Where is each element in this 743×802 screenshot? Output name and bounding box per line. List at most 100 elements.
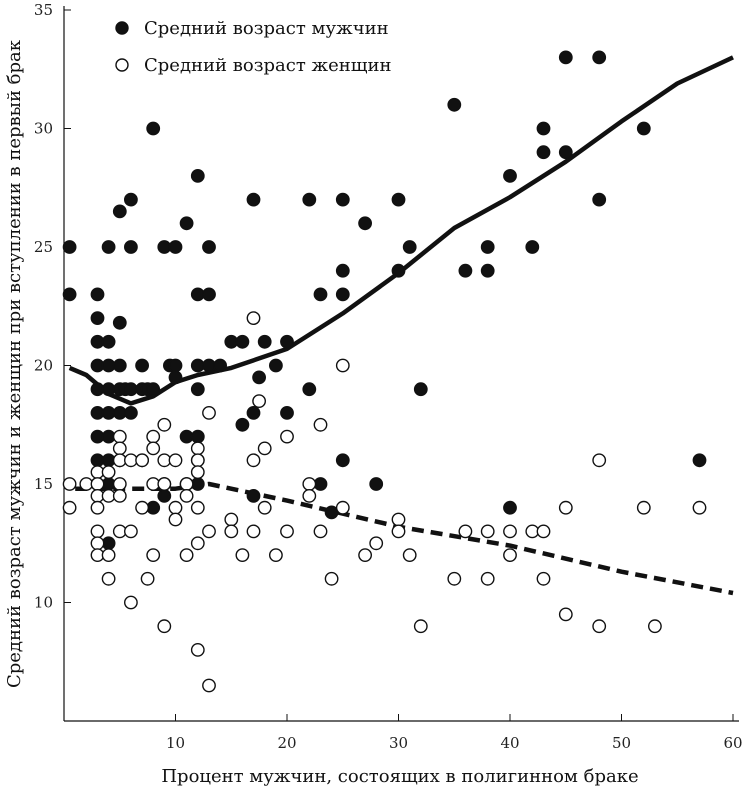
point-women: [224, 524, 239, 539]
y-tick-label: 25: [34, 238, 53, 256]
point-men: [168, 358, 183, 373]
point-men: [101, 334, 116, 349]
point-men: [592, 50, 607, 65]
y-tick-label: 20: [34, 357, 53, 375]
point-men: [146, 382, 161, 397]
point-women: [146, 441, 161, 456]
point-men: [101, 240, 116, 254]
legend-marker-women: [115, 58, 129, 72]
point-men: [112, 204, 127, 219]
point-women: [179, 548, 194, 562]
point-women: [335, 358, 350, 373]
trend-line-men: [68, 55, 734, 406]
point-men: [558, 145, 573, 160]
trend-line-women: [75, 481, 734, 596]
point-women: [157, 619, 172, 634]
y-axis-title: Средний возраст мужчин и женщин при всту…: [4, 39, 25, 688]
point-women: [369, 536, 384, 551]
point-men: [135, 358, 150, 373]
point-men: [246, 488, 261, 503]
point-men: [190, 168, 205, 183]
point-men: [235, 334, 250, 349]
point-women: [558, 500, 573, 515]
point-men: [62, 240, 77, 254]
point-women: [252, 394, 267, 408]
point-women: [458, 524, 473, 539]
point-women: [246, 453, 261, 468]
point-men: [123, 405, 138, 420]
point-men: [168, 240, 183, 254]
point-women: [280, 524, 294, 539]
point-men: [592, 192, 607, 207]
x-tick-label: 40: [500, 734, 519, 752]
point-women: [313, 417, 328, 432]
point-women: [168, 512, 183, 527]
point-men: [692, 453, 707, 468]
point-men: [257, 334, 272, 349]
point-men: [157, 488, 172, 503]
data-points: [62, 50, 707, 693]
point-women: [62, 500, 77, 515]
point-women: [135, 453, 150, 468]
point-women: [168, 453, 183, 468]
point-women: [224, 512, 239, 527]
point-men: [335, 263, 350, 278]
point-men: [190, 429, 205, 444]
x-tick-label: 10: [166, 734, 185, 752]
point-women: [636, 500, 651, 515]
point-men: [503, 500, 517, 515]
point-women: [648, 619, 662, 634]
point-women: [391, 524, 406, 539]
point-women: [190, 500, 205, 515]
point-women: [112, 429, 127, 444]
point-women: [157, 477, 172, 491]
point-men: [246, 192, 261, 207]
axis-ticks: 10 20 30 40 50 60 10 15 20 25 30 35: [34, 1, 743, 752]
point-women: [123, 595, 138, 610]
point-men: [62, 287, 77, 302]
point-women: [257, 500, 272, 515]
point-men: [302, 192, 317, 207]
point-women: [202, 524, 216, 539]
point-men: [252, 370, 267, 385]
point-women: [235, 548, 250, 562]
point-women: [190, 465, 205, 479]
point-women: [503, 524, 517, 539]
point-women: [480, 524, 495, 539]
trend-lines: [68, 55, 734, 596]
point-men: [123, 240, 138, 254]
point-women: [90, 500, 105, 515]
point-men: [636, 121, 651, 136]
point-women: [123, 524, 138, 539]
point-men: [179, 216, 194, 231]
point-women: [112, 441, 127, 456]
point-men: [123, 192, 138, 207]
point-men: [391, 192, 406, 207]
point-women: [190, 536, 205, 551]
point-women: [135, 500, 150, 515]
x-axis-title: Процент мужчин, состоящих в полигинном б…: [161, 766, 638, 787]
point-women: [302, 477, 317, 491]
point-men: [168, 370, 183, 385]
point-women: [558, 607, 573, 622]
point-men: [358, 216, 372, 231]
point-men: [202, 240, 216, 254]
point-women: [90, 477, 105, 491]
point-men: [112, 315, 127, 330]
point-women: [190, 441, 205, 456]
point-women: [592, 619, 607, 634]
point-women: [90, 536, 105, 551]
point-women: [447, 571, 462, 586]
point-men: [335, 192, 350, 207]
point-women: [179, 477, 194, 491]
point-men: [246, 405, 261, 420]
point-women: [335, 500, 350, 515]
point-women: [62, 477, 77, 491]
point-women: [592, 453, 607, 468]
point-men: [558, 50, 573, 65]
point-men: [302, 382, 317, 397]
point-men: [90, 287, 105, 302]
point-women: [101, 548, 116, 562]
plot-area: 10 20 30 40 50 60 10 15 20 25 30 35: [34, 1, 743, 752]
point-women: [358, 548, 372, 562]
